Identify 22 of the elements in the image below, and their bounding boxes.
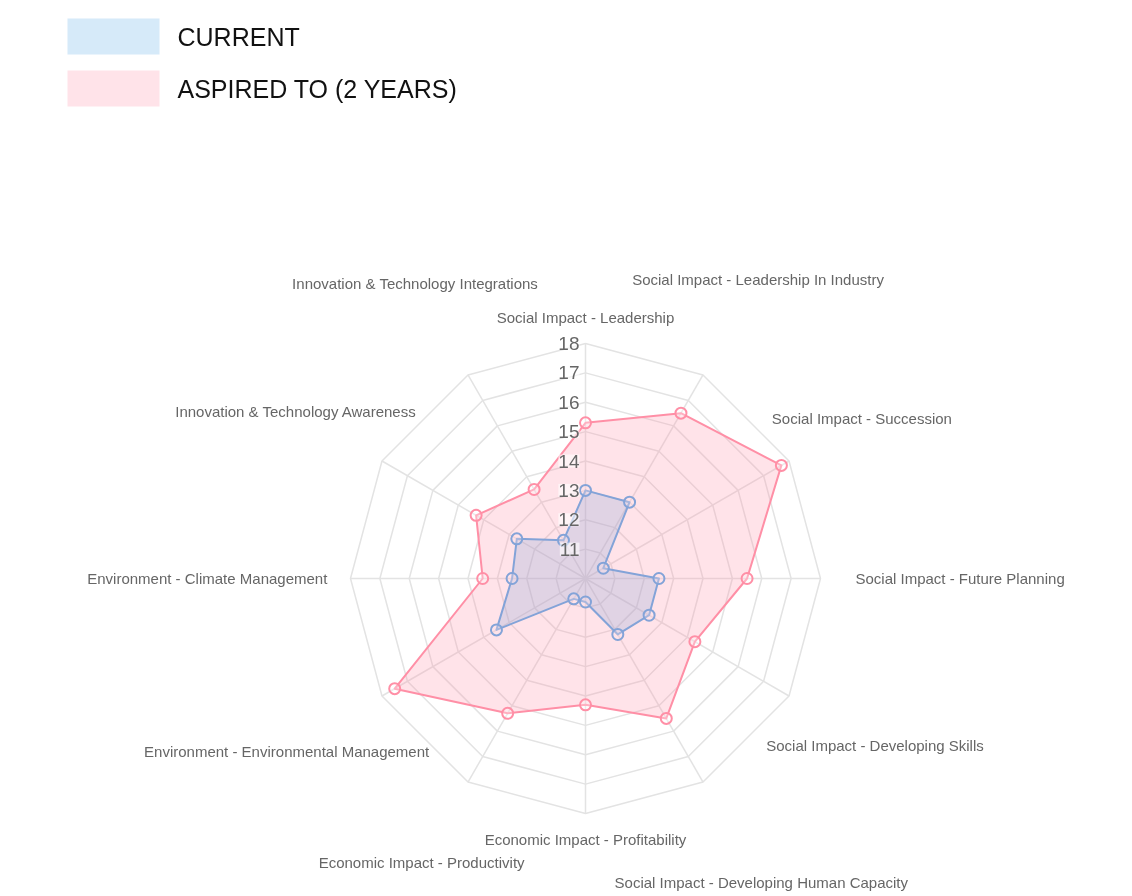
- y-tick-label: 16: [558, 391, 580, 413]
- spoke-label: Environment - Climate Management: [87, 570, 329, 587]
- spoke-label: Innovation & Technology Integrations: [292, 274, 538, 292]
- y-tick-label: 17: [558, 362, 580, 384]
- spoke-label: Economic Impact - Productivity: [318, 853, 526, 871]
- y-tick-label: 12: [558, 509, 580, 531]
- y-tick-label: 15: [558, 421, 580, 443]
- spoke-label: Social Impact - Leadership: [496, 309, 675, 326]
- spoke-label: Social Impact - Future Planning: [855, 570, 1065, 587]
- spoke-label: Social Impact - Leadership In Industry: [632, 271, 885, 289]
- legend-label: CURRENT: [177, 22, 300, 51]
- y-tick-label: 14: [558, 450, 580, 472]
- y-tick-label: 11: [559, 538, 580, 560]
- y-tick-label: 18: [558, 333, 580, 354]
- spoke-label: Environment - Environmental Management: [144, 742, 431, 760]
- legend-label: ASPIRED TO (2 YEARS): [177, 74, 457, 103]
- spoke-label: Economic Impact - Profitability: [484, 831, 687, 848]
- spoke-label: Social Impact - Succession: [771, 410, 952, 428]
- spoke-label: Innovation & Technology Awareness: [175, 402, 416, 420]
- spoke-label: Social Impact - Developing Human Capacity: [614, 874, 909, 892]
- y-tick-label: 13: [558, 479, 580, 501]
- spoke-label: Social Impact - Developing Skills: [766, 737, 984, 755]
